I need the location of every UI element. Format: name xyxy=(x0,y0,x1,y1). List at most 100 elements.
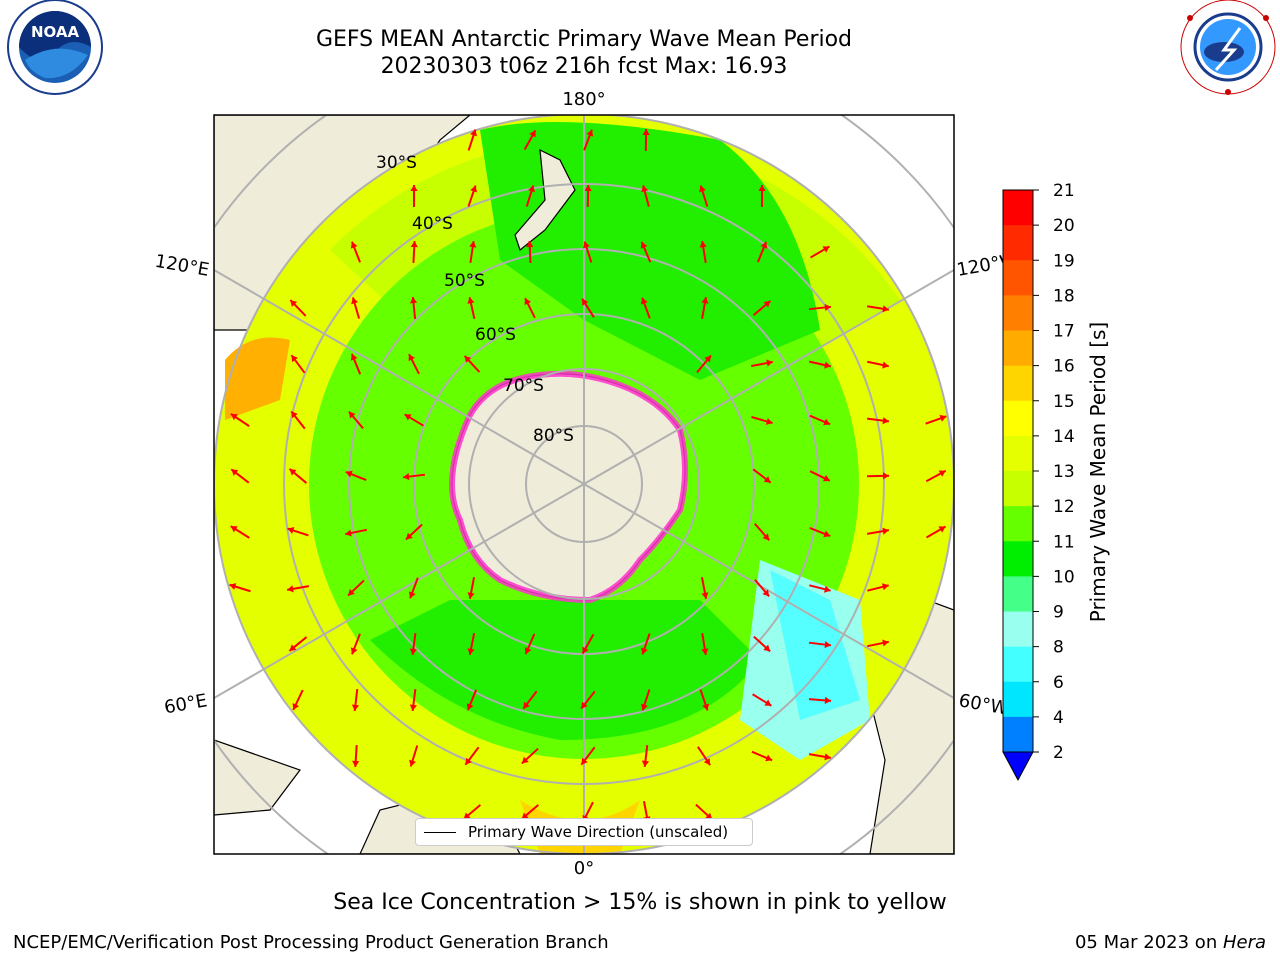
wave-arrow-head xyxy=(291,355,298,363)
wave-arrow-head xyxy=(526,241,534,248)
wave-arrow-head xyxy=(521,756,529,764)
footer-date: 05 Mar 2023 on Hera xyxy=(1075,932,1266,953)
wave-arrow-head xyxy=(410,241,418,248)
wave-arrow-head xyxy=(763,644,771,652)
wave-arrow-head xyxy=(408,354,415,362)
wave-arrow-head xyxy=(289,644,297,651)
wave-arrow-head xyxy=(641,760,650,767)
wave-arrow-head xyxy=(882,305,889,313)
chart-subtitle: 20230303 t06z 216h fcst Max: 16.93 xyxy=(380,54,788,79)
lat-label-80s: 80°S xyxy=(533,426,574,446)
wave-arrow-head xyxy=(352,760,360,767)
colorbar-extend-arrow xyxy=(1002,751,1034,782)
colorbar-segment xyxy=(1003,646,1033,683)
colorbar-segment xyxy=(1003,365,1033,402)
colorbar-tick-label: 15 xyxy=(1053,392,1075,412)
wave-arrow-head xyxy=(583,241,590,249)
colorbar-segment xyxy=(1003,716,1033,753)
wave-arrow-head xyxy=(703,758,711,766)
wave-arrow-head xyxy=(701,648,709,655)
lat-label-40s: 40°S xyxy=(412,214,453,234)
sea-ice-edge xyxy=(449,370,688,604)
wave-arrow-head xyxy=(581,757,588,765)
wave-arrow-head xyxy=(882,472,889,480)
colorbar-segment xyxy=(1003,471,1033,507)
wave-arrow-head xyxy=(469,241,477,248)
colorbar-tick-label: 16 xyxy=(1053,357,1075,377)
wave-arrow-head xyxy=(824,753,831,761)
wave-arrow-head xyxy=(465,757,472,765)
wave-arrow-head xyxy=(466,703,474,711)
lon-label-180: 180° xyxy=(562,89,605,110)
colorbar-segment xyxy=(1003,190,1033,226)
wave-arrow-head xyxy=(765,754,773,762)
colorbar-tick-label: 9 xyxy=(1053,603,1064,623)
wave-arrow-head xyxy=(642,129,650,136)
wave-arrow-head xyxy=(881,583,889,591)
wave-arrow-head xyxy=(766,359,773,367)
wave-arrow-head xyxy=(762,533,770,541)
wave-arrow-head xyxy=(882,417,889,425)
footer-branch: NCEP/EMC/Verification Post Processing Pr… xyxy=(13,932,609,953)
colorbar-tick-label: 12 xyxy=(1053,497,1075,517)
colorbar-tick-label: 20 xyxy=(1053,216,1075,236)
wave-arrow-head xyxy=(824,303,831,312)
colorbar: 21 20 19 18 17 16 15 14 13 12 11 10 9 8 6 4 2 xyxy=(1002,181,1075,782)
colorbar-segment xyxy=(1003,225,1033,261)
wave-arrow-head xyxy=(701,297,709,304)
wave-arrow-head xyxy=(463,812,471,820)
colorbar-segment xyxy=(1003,295,1033,331)
colorbar-tick-label: 10 xyxy=(1053,567,1075,587)
wave-arrow-head xyxy=(351,704,360,711)
wave-arrow-head xyxy=(350,241,358,249)
wave-arrow-head xyxy=(640,647,648,655)
wave-arrow-head xyxy=(287,585,294,593)
wave-arrow-head xyxy=(467,297,475,304)
wave-arrow-head xyxy=(641,185,649,193)
wave-arrow-head xyxy=(291,411,298,419)
colorbar-segment xyxy=(1003,330,1033,367)
footer-date-text: 05 Mar 2023 on xyxy=(1074,932,1223,953)
wave-arrow-head xyxy=(348,588,355,596)
colorbar-segment xyxy=(1003,400,1033,437)
wave-arrow-head xyxy=(351,297,359,305)
map-legend: Primary Wave Direction (unscaled) xyxy=(415,818,753,846)
lat-label-60s: 60°S xyxy=(475,325,516,345)
wave-arrow-head xyxy=(823,585,831,593)
svg-text:NOAA: NOAA xyxy=(31,23,80,41)
wave-arrow-head xyxy=(764,699,772,706)
wave-arrow-head xyxy=(350,647,358,655)
wave-arrow-head xyxy=(410,185,418,192)
wave-arrow-head xyxy=(824,641,831,649)
wave-arrow-head xyxy=(582,646,589,654)
wave-arrow-head xyxy=(229,583,237,590)
wave-arrow-head xyxy=(408,591,416,599)
wave-arrow-head xyxy=(822,474,830,482)
colorbar-segment xyxy=(1003,576,1033,612)
wave-arrow-head xyxy=(404,414,412,421)
sea-ice-caption: Sea Ice Concentration > 15% is shown in … xyxy=(333,890,947,915)
graticule xyxy=(214,115,954,854)
wave-arrow-head xyxy=(290,300,298,307)
wave-arrow-head xyxy=(345,529,352,537)
colorbar-tick-label: 2 xyxy=(1053,743,1064,763)
lat-label-70s: 70°S xyxy=(503,376,544,396)
lon-label-120e: 120°E xyxy=(153,251,211,281)
wave-arrow-head xyxy=(348,411,356,419)
colorbar-tick-label: 21 xyxy=(1053,181,1075,201)
lon-label-60e: 60°E xyxy=(163,690,209,718)
wave-arrow-head xyxy=(704,355,711,363)
colorbar-tick-label: 8 xyxy=(1053,638,1064,658)
colorbar-segment xyxy=(1003,260,1033,296)
wave-arrow-head xyxy=(350,353,358,361)
wave-arrow-head xyxy=(702,703,710,711)
lon-label-60w: 60°W xyxy=(957,690,1010,719)
wave-arrow-head xyxy=(824,696,831,704)
wave-arrow-head xyxy=(939,414,947,422)
wave-arrow-head xyxy=(287,527,295,534)
wave-arrow-head xyxy=(760,241,768,249)
wave-arrow-head xyxy=(230,526,238,533)
wave-arrow-head xyxy=(528,185,535,193)
wave-arrow-head xyxy=(882,527,889,535)
wave-arrow-head xyxy=(586,129,594,137)
